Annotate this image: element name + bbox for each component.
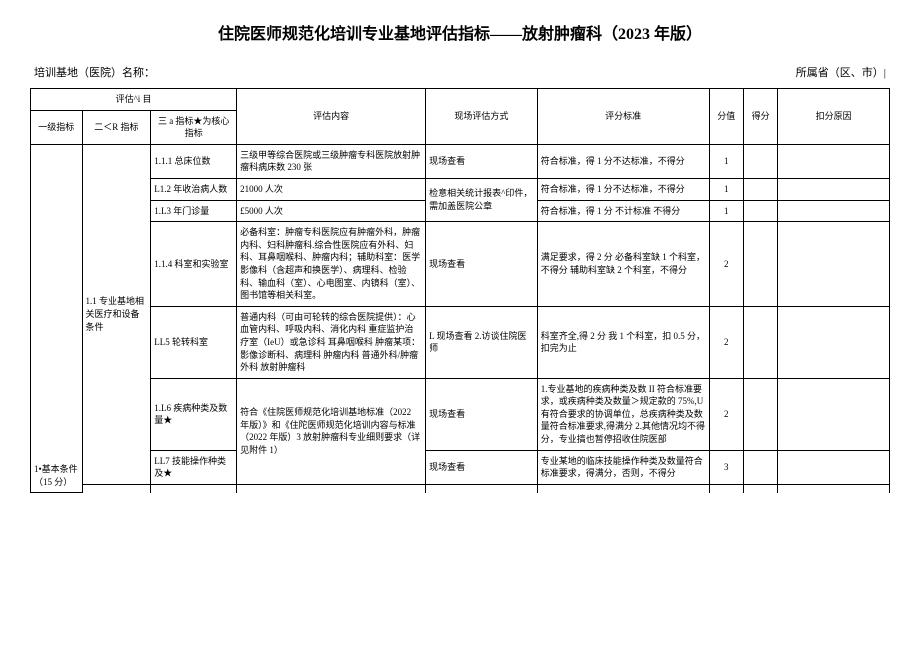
- c7-cell: 1: [709, 200, 743, 222]
- table-row: L1.2 年收治病人数 21000 人次 检意相关统计报表^印件，需加盖医院公章…: [31, 178, 890, 200]
- c9-cell: [778, 450, 890, 484]
- th-c6: 评分标准: [537, 89, 709, 145]
- c8-cell: [743, 200, 777, 222]
- c3-cell: L1.2 年收治病人数: [151, 178, 237, 200]
- th-eval-item: 评估^i 目: [31, 89, 237, 111]
- c3-cell: LL7 技能操作种类及★: [151, 450, 237, 484]
- c5-cell: 现场查看: [426, 450, 538, 484]
- c4-cell: 符合《住院医师规范化培训基地标准（2022 年版）》和《住陀医师规范化培训内容与…: [237, 378, 426, 484]
- c4-cell: £5000 人次: [237, 200, 426, 222]
- c5-cell: L 现场查看 2.访谈住院医师: [426, 306, 538, 378]
- th-c7: 分值: [709, 89, 743, 145]
- c9-cell: [778, 378, 890, 450]
- c9-cell: [778, 178, 890, 200]
- c8-cell: [743, 144, 777, 178]
- c6-cell: 专业某地的临床技能操作种类及数量符合标准要求，得满分，否则，不得分: [537, 450, 709, 484]
- c8-cell: [743, 306, 777, 378]
- table-row: LL5 轮转科室 普通内科（可由可轮转的综合医院提供）：心血管内科、呼吸内科、消…: [31, 306, 890, 378]
- c8-cell: [743, 222, 777, 307]
- c8-cell: [743, 378, 777, 450]
- c9-cell: [778, 144, 890, 178]
- c3-cell: 1.1.1 总床位数: [151, 144, 237, 178]
- table-row: 1.L6 疾病种类及数量★ 符合《住院医师规范化培训基地标准（2022 年版）》…: [31, 378, 890, 450]
- c7-cell: 2: [709, 222, 743, 307]
- header-left: 培训基地（医院）名称：: [34, 64, 155, 80]
- c4-cell: 必备科室：肿瘤专科医院应有肿瘤外科，肿瘤内科、妇科肿瘤科.综合性医院应有外科、妇…: [237, 222, 426, 307]
- c9-cell: [778, 200, 890, 222]
- c5-cell: 现场查看: [426, 378, 538, 450]
- c6-cell: 科室齐全,得 2 分 我 1 个科室，扣 0.5 分，扣完为止: [537, 306, 709, 378]
- header-right: 所属省（区、市）|: [796, 64, 886, 80]
- c8-cell: [743, 178, 777, 200]
- level2-cell: 1.1 专业基地相关医疗和设备条件: [82, 144, 151, 484]
- th-c1: 一级指标: [31, 110, 83, 144]
- c7-cell: 2: [709, 306, 743, 378]
- c4-cell: 三级甲等综合医院或三级肿瘤专科医院放射肿瘤科病床数 230 张: [237, 144, 426, 178]
- c3-cell: LL5 轮转科室: [151, 306, 237, 378]
- th-c9: 扣分原因: [778, 89, 890, 145]
- th-c4: 评估内容: [237, 89, 426, 145]
- c6-cell: 满足要求，得 2 分 必备科室缺 1 个科室，不得分 辅助科室缺 2 个科室，不…: [537, 222, 709, 307]
- table-row: 1.1.4 科室和实验室 必备科室：肿瘤专科医院应有肿瘤外科，肿瘤内科、妇科肿瘤…: [31, 222, 890, 307]
- c6-cell: 1.专业基地的疾病种类及数 II 符合标准要求，或疾病种类及数量＞规定款的 75…: [537, 378, 709, 450]
- evaluation-table: 评估^i 目 评估内容 现场评估方式 评分标准 分值 得分 扣分原因 一级指标 …: [30, 88, 890, 493]
- c6-cell: 符合标准，得 1 分不达标准，不得分: [537, 144, 709, 178]
- c5-cell: 现场查看: [426, 144, 538, 178]
- table-row: [31, 484, 890, 493]
- c3-cell: 1.L6 疾病种类及数量★: [151, 378, 237, 450]
- level1-cell: 1•基本条件（15 分）: [31, 144, 83, 493]
- th-c8: 得分: [743, 89, 777, 145]
- c7-cell: 1: [709, 178, 743, 200]
- th-c2: 二＜R 指标: [82, 110, 151, 144]
- c4-cell: 普通内科（可由可轮转的综合医院提供）：心血管内科、呼吸内科、消化内科 重症监护治…: [237, 306, 426, 378]
- header-row: 培训基地（医院）名称： 所属省（区、市）|: [30, 64, 890, 80]
- c3-cell: 1.1.4 科室和实验室: [151, 222, 237, 307]
- c9-cell: [778, 306, 890, 378]
- c7-cell: 1: [709, 144, 743, 178]
- page-title: 住院医师规范化培训专业基地评估指标——放射肿瘤科（2023 年版）: [30, 20, 890, 44]
- c5-cell: 检意相关统计报表^印件，需加盖医院公章: [426, 178, 538, 221]
- c6-cell: 符合标准，得 1 分 不计标准 不得分: [537, 200, 709, 222]
- c6-cell: 符合标准，得 1 分不达标准，不得分: [537, 178, 709, 200]
- c3-cell: 1.L3 年门诊量: [151, 200, 237, 222]
- c8-cell: [743, 450, 777, 484]
- th-c3: 三 a 指标★为核心指标: [151, 110, 237, 144]
- table-row: LL7 技能操作种类及★ 现场查看 专业某地的临床技能操作种类及数量符合标准要求…: [31, 450, 890, 484]
- c5-cell: 现场查看: [426, 222, 538, 307]
- th-c5: 现场评估方式: [426, 89, 538, 145]
- table-row: 1•基本条件（15 分） 1.1 专业基地相关医疗和设备条件 1.1.1 总床位…: [31, 144, 890, 178]
- c7-cell: 2: [709, 378, 743, 450]
- c9-cell: [778, 222, 890, 307]
- c7-cell: 3: [709, 450, 743, 484]
- c4-cell: 21000 人次: [237, 178, 426, 200]
